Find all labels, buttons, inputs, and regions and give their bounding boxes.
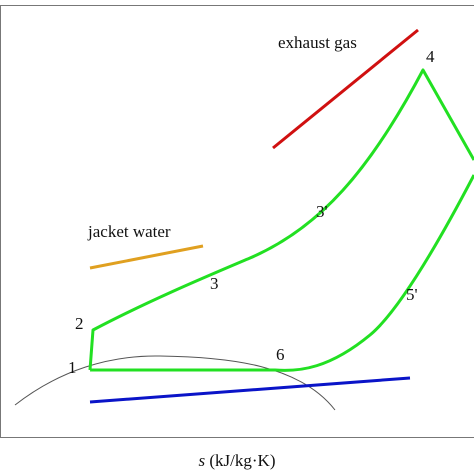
cycle-path xyxy=(88,68,474,372)
axis-unit: (kJ/kg·K) xyxy=(209,451,275,470)
point-label: 1 xyxy=(68,358,77,377)
point-label: 5' xyxy=(406,285,418,304)
exhaust-label: exhaust gas xyxy=(278,33,357,52)
jacket-water-line xyxy=(89,244,204,270)
frame xyxy=(0,5,474,438)
point-label: 3 xyxy=(210,274,219,293)
x-axis-label: s (kJ/kg·K) xyxy=(199,451,276,470)
point-label: 6 xyxy=(276,345,285,364)
point-label: 2 xyxy=(75,314,84,333)
saturation-dome xyxy=(14,355,336,411)
exhaust-gas-line xyxy=(272,28,419,150)
point-label: 4 xyxy=(426,47,435,66)
axis-symbol: s xyxy=(199,451,206,470)
point-label: 3' xyxy=(316,202,328,221)
jacket-label: jacket water xyxy=(87,222,171,241)
coolant-line xyxy=(89,376,411,404)
